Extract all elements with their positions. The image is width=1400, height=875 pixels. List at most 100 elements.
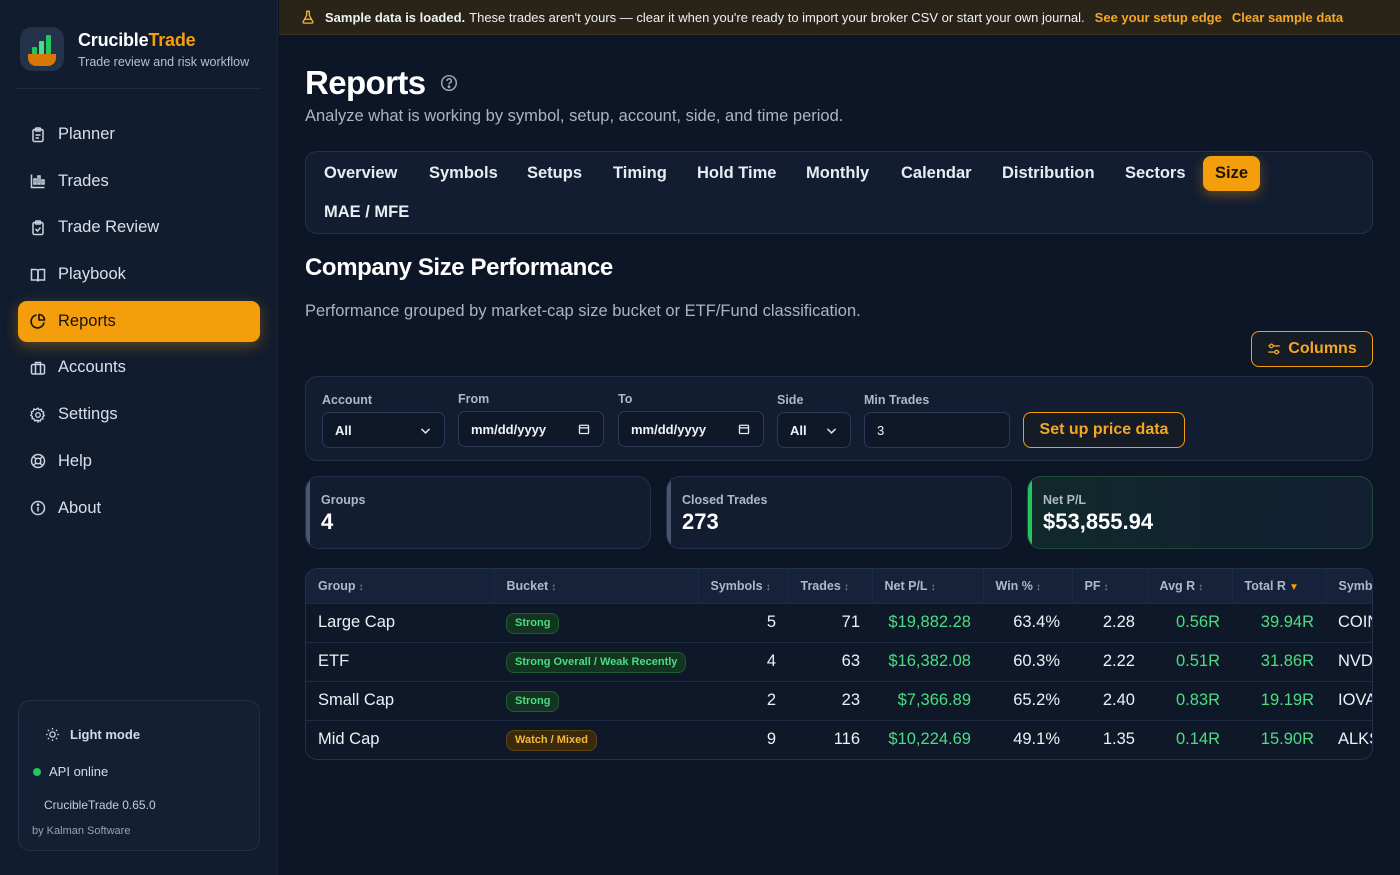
col-header-pf[interactable]: PF ↕ bbox=[1072, 569, 1148, 603]
sidebar-item-playbook[interactable]: Playbook bbox=[18, 254, 260, 295]
account-select[interactable]: All bbox=[322, 412, 445, 448]
sidebar-item-planner[interactable]: Planner bbox=[18, 114, 260, 155]
sidebar-item-reports[interactable]: Reports bbox=[18, 300, 260, 342]
book-icon bbox=[30, 267, 46, 283]
light-mode-label: Light mode bbox=[70, 727, 141, 742]
clipboard-check-icon bbox=[30, 220, 46, 236]
from-value: mm/dd/yyyy bbox=[471, 421, 547, 437]
cell-group: Large Cap bbox=[318, 613, 396, 631]
min-trades-value: 3 bbox=[877, 422, 885, 438]
set-up-price-data-button[interactable]: Set up price data bbox=[1023, 412, 1185, 448]
divider bbox=[16, 88, 261, 89]
cell-total-r: 31.86R bbox=[1260, 652, 1314, 670]
banner-text: These trades aren't yours — clear it whe… bbox=[469, 9, 1085, 25]
columns-button[interactable]: Columns bbox=[1251, 331, 1373, 367]
size-performance-table: Group ↕ Bucket ↕ Symbols ↕ Trades ↕ Net P/L ↕… bbox=[305, 568, 1373, 760]
app-version: CrucibleTrade 0.65.0 bbox=[44, 798, 156, 812]
chart-bars-icon bbox=[30, 173, 46, 189]
col-header-win-pct[interactable]: Win % ↕ bbox=[983, 569, 1073, 603]
tab-calendar[interactable]: Calendar bbox=[901, 164, 972, 182]
see-setup-edge-link[interactable]: See your setup edge bbox=[1094, 9, 1222, 25]
col-header-symbol-list[interactable]: Symbols bbox=[1326, 569, 1372, 603]
sidebar-item-label: Planner bbox=[58, 125, 115, 143]
stat-label: Net P/L bbox=[1043, 493, 1087, 507]
light-mode-toggle[interactable]: Light mode bbox=[45, 727, 140, 742]
col-header-bucket[interactable]: Bucket ↕ bbox=[494, 569, 699, 603]
sidebar-item-settings[interactable]: Settings bbox=[18, 394, 260, 435]
sidebar-footer: Light mode API online CrucibleTrade 0.65… bbox=[18, 700, 260, 851]
col-header-avg-r[interactable]: Avg R ↕ bbox=[1147, 569, 1233, 603]
tab-mae-mfe[interactable]: MAE / MFE bbox=[324, 203, 410, 221]
table-row[interactable]: Mid Cap Watch / Mixed 9 116 $10,224.69 4… bbox=[306, 720, 1372, 759]
sidebar-item-trades[interactable]: Trades bbox=[18, 161, 260, 202]
cell-group: Small Cap bbox=[318, 691, 395, 709]
cell-avg-r: 0.51R bbox=[1175, 652, 1220, 670]
brand-tagline: Trade review and risk workflow bbox=[78, 54, 250, 69]
calendar-icon bbox=[738, 423, 751, 436]
table-row[interactable]: Small Cap Strong 2 23 $7,366.89 65.2% 2.… bbox=[306, 681, 1373, 720]
calendar-icon bbox=[578, 423, 591, 436]
sidebar-item-label: Reports bbox=[58, 311, 116, 330]
cell-group: Mid Cap bbox=[318, 730, 380, 749]
to-label: To bbox=[618, 392, 633, 406]
sidebar-item-accounts[interactable]: Accounts bbox=[18, 347, 260, 388]
cell-pf: 1.35 bbox=[1102, 730, 1135, 749]
tab-overview[interactable]: Overview bbox=[324, 164, 398, 182]
sidebar-item-trade-review[interactable]: Trade Review bbox=[18, 207, 260, 248]
col-header-trades[interactable]: Trades ↕ bbox=[788, 569, 873, 603]
stat-value: 4 bbox=[321, 509, 334, 534]
cell-trades: 116 bbox=[833, 730, 860, 749]
sidebar-item-label: Trade Review bbox=[58, 218, 160, 237]
sidebar-item-about[interactable]: About bbox=[18, 488, 260, 529]
stat-label: Groups bbox=[321, 493, 366, 507]
col-header-symbols[interactable]: Symbols ↕ bbox=[698, 569, 789, 603]
help-circle-icon[interactable] bbox=[440, 74, 458, 92]
brand-name: CrucibleTrade bbox=[78, 29, 196, 50]
tab-distribution[interactable]: Distribution bbox=[1002, 164, 1095, 182]
tab-monthly[interactable]: Monthly bbox=[806, 164, 870, 182]
cell-pf: 2.22 bbox=[1102, 652, 1135, 670]
page-subtitle: Analyze what is working by symbol, setup… bbox=[305, 107, 844, 125]
sliders-icon bbox=[1267, 342, 1281, 356]
status-dot-icon bbox=[33, 767, 41, 776]
cell-trades: 63 bbox=[841, 652, 860, 670]
status-badge: Strong bbox=[506, 612, 560, 634]
cell-symbol-list: IOVA bbox=[1338, 691, 1373, 709]
to-date-input[interactable]: mm/dd/yyyy bbox=[618, 411, 764, 447]
side-select[interactable]: All bbox=[777, 412, 851, 448]
gear-icon bbox=[30, 406, 46, 423]
min-trades-input[interactable]: 3 bbox=[864, 412, 1010, 448]
clear-sample-data-link[interactable]: Clear sample data bbox=[1231, 9, 1344, 25]
brand[interactable]: CrucibleTrade Trade review and risk work… bbox=[20, 26, 249, 72]
table-row[interactable]: Large Cap Strong 5 71 $19,882.28 63.4% 2… bbox=[306, 603, 1372, 642]
cell-bucket: Strong Overall / Weak Recently bbox=[494, 642, 698, 681]
tab-setups[interactable]: Setups bbox=[527, 164, 583, 182]
status-badge: Watch / Mixed bbox=[506, 729, 597, 751]
columns-label: Columns bbox=[1288, 340, 1357, 357]
account-label: Account bbox=[322, 393, 372, 407]
side-value: All bbox=[790, 422, 807, 438]
col-header-group[interactable]: Group ↕ bbox=[306, 569, 495, 603]
tab-sectors[interactable]: Sectors bbox=[1125, 164, 1186, 182]
cell-win-pct: 49.1% bbox=[1013, 730, 1060, 749]
cell-symbol-list: NVDL bbox=[1338, 652, 1373, 670]
tab-symbols[interactable]: Symbols bbox=[429, 164, 498, 182]
sidebar-item-label: Accounts bbox=[58, 358, 126, 377]
col-header-net-pl[interactable]: Net P/L ↕ bbox=[872, 569, 984, 603]
col-header-total-r[interactable]: Total R ▼ bbox=[1232, 569, 1327, 603]
cell-total-r: 19.19R bbox=[1260, 691, 1314, 709]
flask-icon bbox=[301, 10, 315, 24]
filters-panel: Account All From mm/dd/yyyy To mm/dd/yyy… bbox=[305, 376, 1373, 461]
cell-bucket: Watch / Mixed bbox=[494, 720, 698, 759]
from-date-input[interactable]: mm/dd/yyyy bbox=[458, 411, 604, 447]
cell-symbols: 4 bbox=[766, 652, 776, 670]
tab-hold-time[interactable]: Hold Time bbox=[697, 164, 777, 182]
sidebar-item-help[interactable]: Help bbox=[18, 441, 260, 482]
stat-card-net-pl: Net P/L $53,855.94 bbox=[1027, 476, 1373, 549]
crucible-logo-icon bbox=[20, 27, 64, 71]
cell-group: ETF bbox=[318, 652, 350, 670]
table-row[interactable]: ETF Strong Overall / Weak Recently 4 63 … bbox=[306, 642, 1373, 681]
tab-timing[interactable]: Timing bbox=[613, 164, 667, 182]
tab-size[interactable]: Size bbox=[1203, 156, 1261, 191]
section-title: Company Size Performance bbox=[305, 254, 613, 281]
